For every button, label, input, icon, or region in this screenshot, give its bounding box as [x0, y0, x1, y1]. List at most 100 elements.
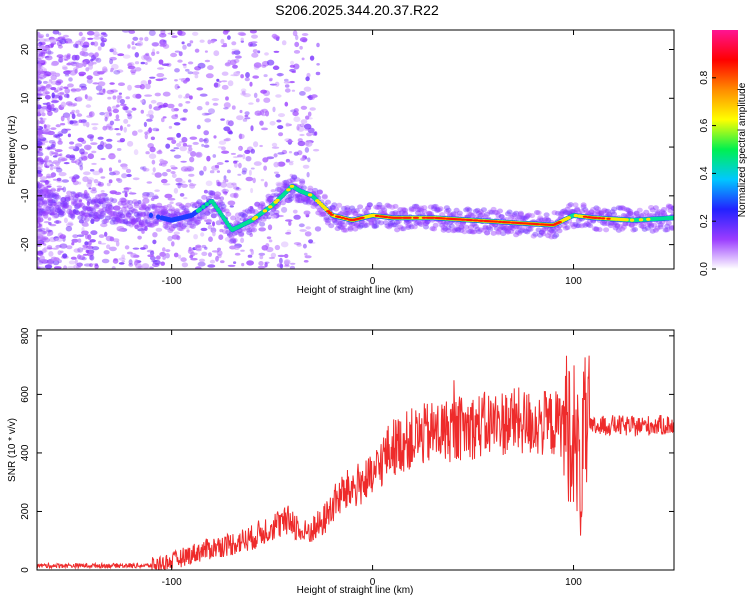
spectrogram-noise-blob — [210, 39, 215, 44]
spectrogram-halo — [545, 217, 552, 223]
spectrogram-halo — [484, 230, 491, 236]
spectrogram-halo — [259, 221, 266, 227]
spectrogram-noise-blob — [87, 207, 91, 210]
spectrogram-noise-blob — [167, 208, 173, 212]
spectrogram-noise-blob — [37, 93, 43, 96]
spectrogram-halo — [432, 203, 439, 209]
spectrogram-noise-blob — [123, 187, 132, 190]
spectrogram-noise-blob — [128, 30, 136, 34]
spectrogram-halo — [204, 211, 211, 216]
spectrogram-halo — [45, 209, 52, 215]
spectrogram-halo — [244, 225, 251, 231]
spectrogram-halo — [43, 209, 50, 215]
spectrogram-halo — [503, 227, 510, 233]
spectrogram-noise-blob — [116, 94, 123, 100]
spectrogram-noise-blob — [78, 219, 84, 224]
spectrogram-noise-blob — [135, 93, 142, 99]
spectrogram-halo — [40, 210, 47, 216]
spectrogram-halo — [349, 205, 356, 211]
spectrogram-halo — [304, 196, 311, 202]
spectrogram-noise-blob — [47, 130, 55, 136]
spectrogram-halo — [90, 200, 97, 205]
colorbar: 0.00.20.40.60.8 Normalized spectral ampl… — [699, 30, 748, 276]
spectrogram-noise-blob — [154, 220, 159, 225]
spectrogram-noise-blob — [82, 246, 87, 250]
spectrogram-halo — [234, 212, 241, 218]
spectrogram-noise-blob — [84, 241, 89, 246]
spectrogram-noise-blob — [45, 33, 50, 38]
spectrogram-noise-blob — [98, 240, 102, 245]
spectrogram-noise-blob — [245, 176, 254, 182]
spectrogram-halo — [154, 208, 161, 214]
spectrogram-noise-blob — [152, 232, 158, 238]
spectrogram-halo — [144, 219, 151, 225]
spectrogram-noise-blob — [81, 230, 89, 236]
snr-frame — [36, 329, 675, 571]
spectrogram-ridge-cell — [262, 209, 268, 213]
spectrogram-halo — [238, 231, 245, 237]
spectrogram-noise-blob — [58, 172, 67, 177]
spectrogram-noise-blob — [244, 149, 251, 154]
spectrogram-halo — [103, 196, 110, 202]
spectrogram-halo — [71, 201, 77, 206]
spectrogram-noise-blob — [257, 50, 261, 54]
spectrogram-noise-blob — [292, 30, 298, 37]
spectrogram-noise-blob — [166, 203, 173, 208]
spectrogram-halo — [93, 204, 100, 209]
spectrogram-noise-blob — [174, 83, 180, 90]
spectrogram-noise-blob — [295, 34, 299, 41]
spectrogram-halo — [415, 219, 421, 225]
spectrogram-noise-blob — [37, 162, 41, 165]
spectrogram-noise-blob — [275, 94, 282, 98]
spectrogram-noise-blob — [39, 176, 48, 181]
spectrogram-halo — [323, 215, 330, 221]
spectrogram-noise-blob — [197, 62, 206, 69]
spectrogram-noise-blob — [158, 33, 167, 38]
spectrogram-halo — [291, 174, 298, 180]
spectrogram-noise-blob — [90, 218, 95, 224]
spectrogram-noise-blob — [223, 107, 229, 110]
spectrogram-halo — [181, 222, 188, 228]
spectrogram-halo — [133, 201, 140, 207]
spectrogram-noise-blob — [125, 96, 130, 100]
spectrogram-noise-blob — [58, 96, 62, 100]
spectrogram-noise-blob — [156, 150, 163, 155]
spectrogram-noise-blob — [189, 95, 193, 100]
spectrogram-halo — [654, 211, 661, 217]
spectrogram-halo — [288, 196, 294, 202]
spectrogram-noise-blob — [86, 78, 93, 84]
spectrogram-noise-blob — [56, 187, 65, 191]
spectrogram-halo — [80, 209, 87, 215]
spectrogram-noise-blob — [240, 74, 244, 79]
spectrogram-halo — [315, 210, 322, 216]
figure-title: S206.2025.344.20.37.R22 — [275, 2, 439, 18]
spectrogram-noise-blob — [293, 63, 300, 70]
spectrogram-halo — [656, 209, 663, 215]
spectrogram-noise-blob — [218, 140, 227, 145]
spectrogram-halo — [111, 211, 118, 216]
spectrogram-noise-blob — [173, 154, 182, 159]
spectrogram-noise-blob — [37, 63, 42, 68]
spectrogram-halo — [45, 189, 52, 195]
spectrogram-noise-blob — [199, 137, 204, 143]
spectrogram-halo — [273, 209, 280, 215]
spectrogram-noise-blob — [40, 119, 46, 123]
spectrogram-noise-blob — [196, 87, 204, 91]
spectrogram-noise-blob — [146, 129, 150, 135]
spectrogram-halo — [574, 223, 581, 229]
spectrogram-noise-blob — [37, 38, 40, 42]
spectrogram-halo — [262, 214, 269, 220]
spectrogram-noise-blob — [56, 54, 64, 58]
spectrogram-halo — [506, 209, 513, 215]
spectrogram-halo — [482, 214, 489, 220]
spectrogram-halo — [140, 211, 147, 217]
spectrogram-noise-blob — [102, 125, 108, 131]
spectrogram-halo — [657, 224, 664, 230]
spectrogram-halo — [537, 232, 544, 238]
spectrogram-halo — [251, 227, 257, 233]
spectrogram-noise-blob — [50, 166, 54, 171]
spectrogram-halo — [452, 211, 458, 217]
spectrogram-halo — [122, 219, 129, 225]
spectrogram-noise-blob — [65, 154, 72, 159]
snr-y-tick-label: 800 — [20, 327, 31, 344]
